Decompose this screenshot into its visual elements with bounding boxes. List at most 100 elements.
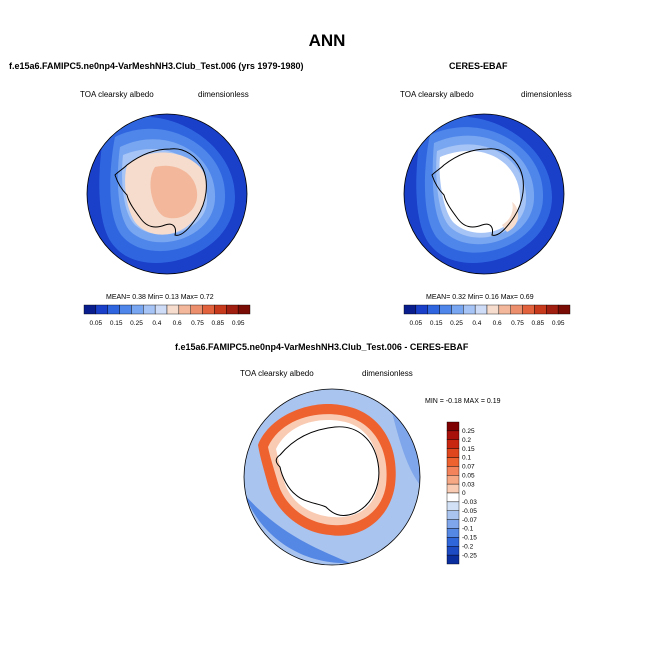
colorbar-tick-label: 0.25 [130,320,143,327]
colorbar-tick-label: 0.05 [462,472,475,479]
colorbar-swatch [237,304,251,315]
colorbar-tick-label: -0.15 [462,535,477,542]
colorbar-swatch [143,304,156,315]
colorbar-tick-label: 0.25 [450,320,463,327]
continent-blank [276,420,379,518]
colorbar-swatch [403,304,417,315]
panel1-subtitle: f.e15a6.FAMIPC5.ne0np4-VarMeshNH3.Club_T… [9,61,304,71]
colorbar-swatch [498,304,511,315]
colorbar-swatch [214,304,227,315]
colorbar-tick-label: 0.6 [173,320,182,327]
colorbar-swatch [446,457,460,467]
colorbar-swatch [446,546,460,556]
coastline [431,148,524,236]
colorbar-swatch [446,528,460,538]
colorbar-swatch [446,466,460,476]
colorbar-swatch [451,304,464,315]
colorbar-swatch [522,304,535,315]
colorbar-swatch [446,483,460,494]
colorbar-swatch [83,304,97,315]
colorbar-swatch [202,304,215,315]
colorbar-swatch [446,421,460,432]
diff-albedo-map [243,388,421,566]
diff-colorbar: 0.25 0.2 0.15 0.1 0.070.05 0.03 0 -0.03 -0.05 -0.… [446,421,477,565]
colorbar-swatch [446,475,460,485]
colorbar-swatch [226,304,239,315]
colorbar-tick-label: 0.07 [462,464,475,471]
coastline [114,148,207,236]
colorbar-swatch [178,304,191,315]
colorbar-tick-label: 0.75 [191,320,204,327]
colorbar-swatch [427,304,440,315]
colorbar-swatch [107,304,120,315]
colorbar-tick-label: 0.95 [232,320,245,327]
colorbar-swatch [546,304,559,315]
colorbar-tick-label: -0.2 [462,543,474,550]
colorbar-swatch [510,304,523,315]
panel1-units-label: dimensionless [198,90,249,99]
map-boundary [243,388,421,566]
ice-shelf-fill [502,202,519,232]
negative-patch-east [390,405,420,485]
colorbar-swatch [474,304,488,315]
colorbar-swatch [446,537,460,547]
colorbar-tick-label: 0.05 [410,320,423,327]
colorbar-swatch [131,304,144,315]
obs-albedo-map [403,113,565,275]
colorbar-swatch [190,304,203,315]
panel2-units-label: dimensionless [521,90,572,99]
colorbar-swatch [119,304,132,315]
colorbar-tick-label: -0.07 [462,517,477,524]
coastline [275,426,380,516]
continent-core [150,165,198,219]
colorbar-swatch [154,304,168,315]
colorbar-tick-label: 0 [462,490,466,497]
colorbar-swatch [446,492,460,503]
colorbar-swatch [463,304,476,315]
model-colorbar: 0.05 0.15 0.25 0.4 0.6 0.75 0.85 0.95 [83,304,251,327]
colorbar-swatch [446,430,460,440]
colorbar-tick-label: 0.2 [462,437,471,444]
colorbar-tick-label: 0.25 [462,428,475,435]
panel1-stats: MEAN= 0.38 Min= 0.13 Max= 0.72 [106,294,214,301]
colorbar-swatch [486,304,500,315]
panel3-units-label: dimensionless [362,369,413,378]
colorbar-tick-label: 0.4 [152,320,161,327]
colorbar-tick-label: 0.75 [511,320,524,327]
map-boundary [86,113,248,275]
colorbar-swatch [415,304,428,315]
colorbar-swatch [446,519,460,529]
panel2-variable-label: TOA clearsky albedo [400,90,474,99]
colorbar-tick-label: 0.6 [493,320,502,327]
colorbar-tick-label: 0.05 [90,320,103,327]
panel3-variable-label: TOA clearsky albedo [240,369,314,378]
page-title: ANN [308,31,346,50]
map-boundary [403,113,565,275]
colorbar-swatch [439,304,452,315]
colorbar-tick-label: -0.05 [462,508,477,515]
negative-patch-south [245,495,350,564]
colorbar-swatch [557,304,571,315]
colorbar-tick-label: 0.15 [110,320,123,327]
panel2-subtitle: CERES-EBAF [449,61,508,71]
colorbar-tick-label: 0.03 [462,481,475,488]
colorbar-swatch [534,304,547,315]
colorbar-tick-label: 0.85 [211,320,224,327]
colorbar-tick-label: 0.95 [552,320,565,327]
colorbar-swatch [95,304,108,315]
obs-colorbar: 0.05 0.15 0.25 0.4 0.6 0.75 0.85 0.95 [403,304,571,327]
panel2-stats: MEAN= 0.32 Min= 0.16 Max= 0.69 [426,294,534,301]
colorbar-swatch [446,439,460,449]
colorbar-swatch [166,304,180,315]
colorbar-swatch [446,510,460,520]
colorbar-tick-label: -0.1 [462,526,474,533]
colorbar-tick-label: 0.1 [462,455,471,462]
colorbar-tick-label: 0.15 [462,446,475,453]
colorbar-swatch [446,554,460,565]
colorbar-tick-label: 0.15 [430,320,443,327]
colorbar-tick-label: 0.85 [531,320,544,327]
missing-data-zone [439,150,521,233]
colorbar-tick-label: -0.25 [462,552,477,559]
model-albedo-map [86,113,248,275]
colorbar-tick-label: 0.4 [472,320,481,327]
